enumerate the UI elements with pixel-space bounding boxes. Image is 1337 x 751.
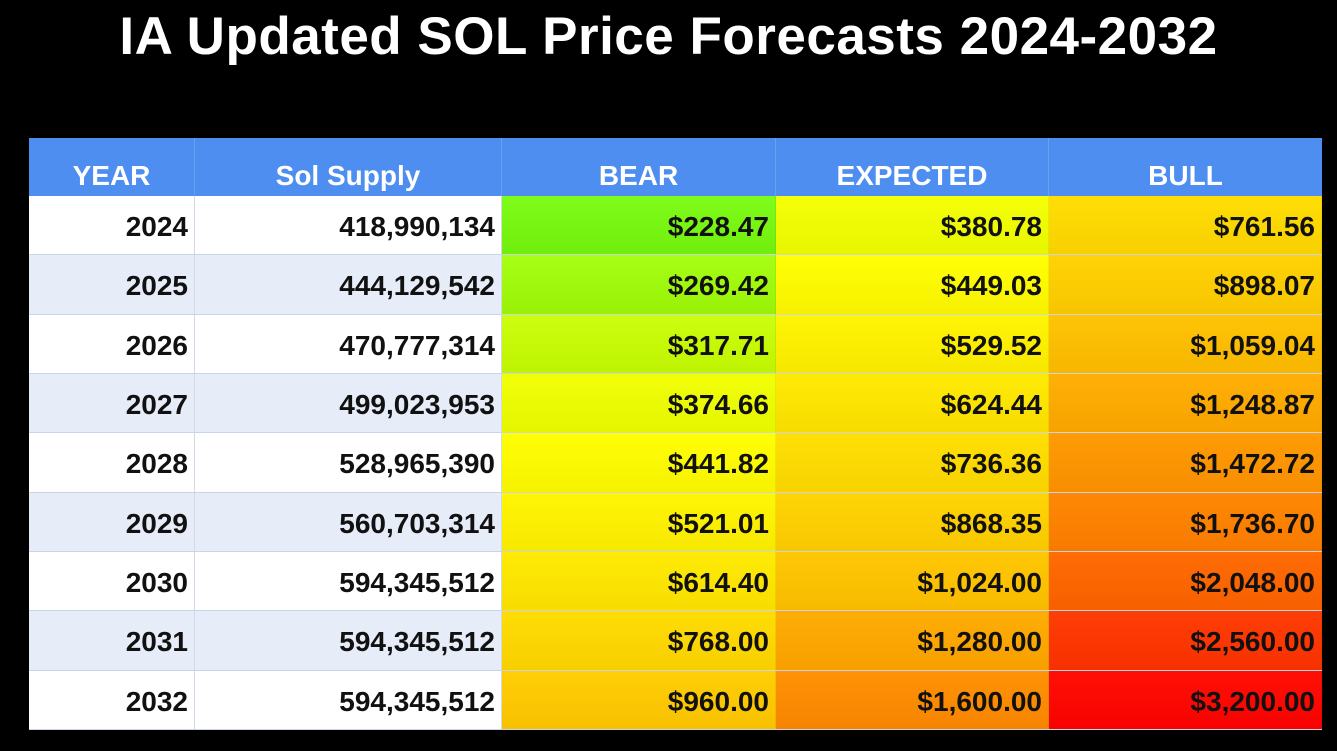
cell-expected: $1,280.00 — [776, 611, 1049, 670]
cell-expected: $736.36 — [776, 433, 1049, 492]
cell-year: 2029 — [29, 492, 195, 551]
cell-bull: $1,736.70 — [1049, 492, 1322, 551]
cell-bull: $1,248.87 — [1049, 374, 1322, 433]
cell-sol-supply: 594,345,512 — [195, 552, 502, 611]
cell-bull: $1,472.72 — [1049, 433, 1322, 492]
cell-bear: $768.00 — [502, 611, 776, 670]
cell-year: 2024 — [29, 196, 195, 255]
table-row: 2028 528,965,390 $441.82 $736.36 $1,472.72 — [29, 433, 1322, 493]
cell-sol-supply: 528,965,390 — [195, 433, 502, 492]
cell-bear: $228.47 — [502, 196, 776, 255]
table-row: 2027 499,023,953 $374.66 $624.44 $1,248.87 — [29, 374, 1322, 434]
cell-sol-supply: 499,023,953 — [195, 374, 502, 433]
cell-year: 2028 — [29, 433, 195, 492]
table-header-row: YEAR Sol Supply BEAR EXPECTED BULL — [29, 138, 1322, 196]
cell-expected: $529.52 — [776, 314, 1049, 373]
cell-year: 2027 — [29, 374, 195, 433]
cell-year: 2030 — [29, 552, 195, 611]
column-header-sol-supply[interactable]: Sol Supply — [195, 138, 502, 196]
column-header-bear[interactable]: BEAR — [502, 138, 776, 196]
cell-bear: $269.42 — [502, 255, 776, 314]
cell-expected: $868.35 — [776, 492, 1049, 551]
cell-sol-supply: 594,345,512 — [195, 670, 502, 729]
cell-sol-supply: 470,777,314 — [195, 314, 502, 373]
cell-year: 2025 — [29, 255, 195, 314]
cell-expected: $449.03 — [776, 255, 1049, 314]
cell-year: 2026 — [29, 314, 195, 373]
column-header-bull[interactable]: BULL — [1148, 160, 1223, 191]
cell-bear: $441.82 — [502, 433, 776, 492]
page-title: IA Updated SOL Price Forecasts 2024-2032 — [119, 7, 1218, 66]
cell-bull: $2,560.00 — [1049, 611, 1322, 670]
column-header-expected[interactable]: EXPECTED — [776, 138, 1049, 196]
cell-bear: $317.71 — [502, 314, 776, 373]
table-row: 2025 444,129,542 $269.42 $449.03 $898.07 — [29, 255, 1322, 315]
cell-bear: $521.01 — [502, 492, 776, 551]
cell-sol-supply: 594,345,512 — [195, 611, 502, 670]
cell-bull: $898.07 — [1049, 255, 1322, 314]
cell-expected: $1,024.00 — [776, 552, 1049, 611]
table-row: 2032 594,345,512 $960.00 $1,600.00 $3,200.00 — [29, 670, 1322, 730]
forecast-table: YEAR Sol Supply BEAR EXPECTED BULL 2024 4… — [29, 138, 1322, 730]
table-row: 2031 594,345,512 $768.00 $1,280.00 $2,560.00 — [29, 611, 1322, 671]
cell-year: 2031 — [29, 611, 195, 670]
table-row: 2026 470,777,314 $317.71 $529.52 $1,059.04 — [29, 314, 1322, 374]
cell-sol-supply: 444,129,542 — [195, 255, 502, 314]
column-header-year[interactable]: YEAR — [29, 138, 195, 196]
cell-sol-supply: 560,703,314 — [195, 492, 502, 551]
cell-expected: $1,600.00 — [776, 670, 1049, 729]
cell-bull: $2,048.00 — [1049, 552, 1322, 611]
table-row: 2030 594,345,512 $614.40 $1,024.00 $2,048.00 — [29, 552, 1322, 612]
cell-expected: $380.78 — [776, 196, 1049, 255]
cell-bear: $614.40 — [502, 552, 776, 611]
cell-bear: $960.00 — [502, 670, 776, 729]
table-row: 2024 418,990,134 $228.47 $380.78 $761.56 — [29, 196, 1322, 256]
cell-expected: $624.44 — [776, 374, 1049, 433]
cell-bull: $1,059.04 — [1049, 314, 1322, 373]
cell-bull: $761.56 — [1049, 196, 1322, 255]
cell-bear: $374.66 — [502, 374, 776, 433]
table-row: 2029 560,703,314 $521.01 $868.35 $1,736.70 — [29, 492, 1322, 552]
cell-sol-supply: 418,990,134 — [195, 196, 502, 255]
cell-bull: $3,200.00 — [1049, 670, 1322, 729]
cell-year: 2032 — [29, 670, 195, 729]
